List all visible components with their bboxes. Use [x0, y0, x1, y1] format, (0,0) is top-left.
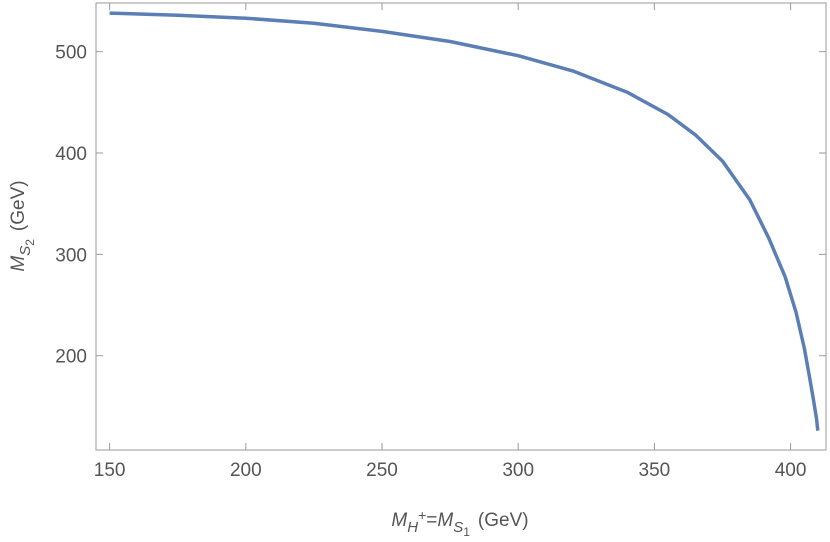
x-axis-title: MH+=MS1(GeV) [391, 507, 528, 539]
y-axis-subscript: S [17, 246, 34, 256]
y-axis-subsubscript: 2 [23, 239, 37, 246]
y-axis-title: MS2 (GeV) [8, 180, 37, 271]
x-axis-subsubscript: 1 [463, 525, 470, 539]
x-tick-label: 250 [366, 460, 398, 481]
x-axis-superscript: + [418, 507, 426, 523]
y-axis-unit: (GeV) [8, 180, 29, 231]
x-axis-subscript-2: S [453, 519, 463, 536]
y-tick-label: 500 [55, 43, 87, 64]
y-axis: 200 300 400 500 [55, 43, 826, 368]
x-axis-unit: (GeV) [478, 510, 529, 531]
x-tick-label: 300 [502, 460, 534, 481]
series-layer [109, 11, 820, 431]
series-line [109, 11, 820, 431]
x-axis-subscript: H [407, 519, 418, 536]
y-tick-label: 300 [55, 245, 87, 266]
y-tick-label: 200 [55, 347, 87, 368]
x-axis: 150 200 250 300 350 400 [94, 3, 807, 481]
y-axis-symbol: M [8, 256, 29, 272]
x-axis-symbol: M [391, 510, 407, 531]
y-tick-label: 400 [55, 144, 87, 165]
x-axis-equals: = [426, 510, 437, 531]
x-tick-label: 150 [94, 460, 126, 481]
plot-frame [95, 2, 827, 451]
x-axis-symbol-2: M [437, 510, 453, 531]
x-tick-label: 200 [230, 460, 262, 481]
x-tick-label: 400 [775, 460, 807, 481]
x-tick-label: 350 [639, 460, 671, 481]
